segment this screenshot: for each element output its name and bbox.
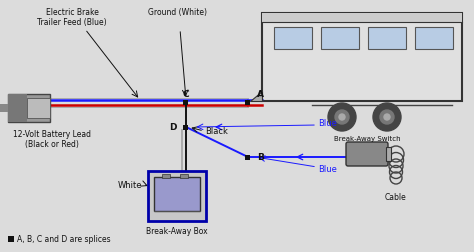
Bar — [274, 28, 312, 50]
Bar — [148, 171, 206, 221]
Text: White: White — [118, 180, 142, 189]
FancyBboxPatch shape — [346, 142, 388, 166]
Bar — [154, 177, 200, 211]
Bar — [162, 174, 170, 178]
Text: 12-Volt Battery Lead
(Black or Red): 12-Volt Battery Lead (Black or Red) — [13, 130, 91, 149]
Text: Blue: Blue — [318, 165, 337, 174]
Circle shape — [380, 111, 394, 124]
Text: Electric Brake
Trailer Feed (Blue): Electric Brake Trailer Feed (Blue) — [37, 8, 107, 27]
Bar — [262, 14, 462, 102]
Bar — [8, 94, 27, 122]
Text: D: D — [170, 123, 177, 132]
Text: Cable: Cable — [385, 192, 407, 201]
Bar — [386, 147, 391, 161]
Text: Blue: Blue — [318, 118, 337, 127]
Text: Break-Away Box: Break-Away Box — [146, 226, 208, 235]
Text: Black: Black — [205, 127, 228, 136]
Bar — [27, 99, 50, 118]
Text: A, B, C and D are splices: A, B, C and D are splices — [17, 235, 110, 243]
Polygon shape — [250, 92, 262, 102]
Bar — [246, 100, 250, 105]
Bar — [246, 155, 250, 160]
Bar — [180, 174, 188, 178]
Text: B: B — [257, 153, 264, 162]
Bar — [8, 94, 50, 122]
Bar — [183, 125, 189, 130]
Bar — [0, 105, 8, 113]
Bar — [262, 14, 462, 23]
Circle shape — [335, 111, 349, 124]
Bar — [183, 100, 189, 105]
Text: Ground (White): Ground (White) — [148, 8, 208, 17]
Bar — [8, 236, 14, 242]
Circle shape — [339, 115, 345, 120]
Text: Break-Away Switch: Break-Away Switch — [334, 136, 401, 141]
Circle shape — [328, 104, 356, 132]
Text: A: A — [257, 89, 264, 98]
Circle shape — [384, 115, 390, 120]
Bar — [415, 28, 453, 50]
Circle shape — [373, 104, 401, 132]
Bar — [321, 28, 359, 50]
Text: C: C — [182, 89, 189, 98]
Bar — [368, 28, 406, 50]
